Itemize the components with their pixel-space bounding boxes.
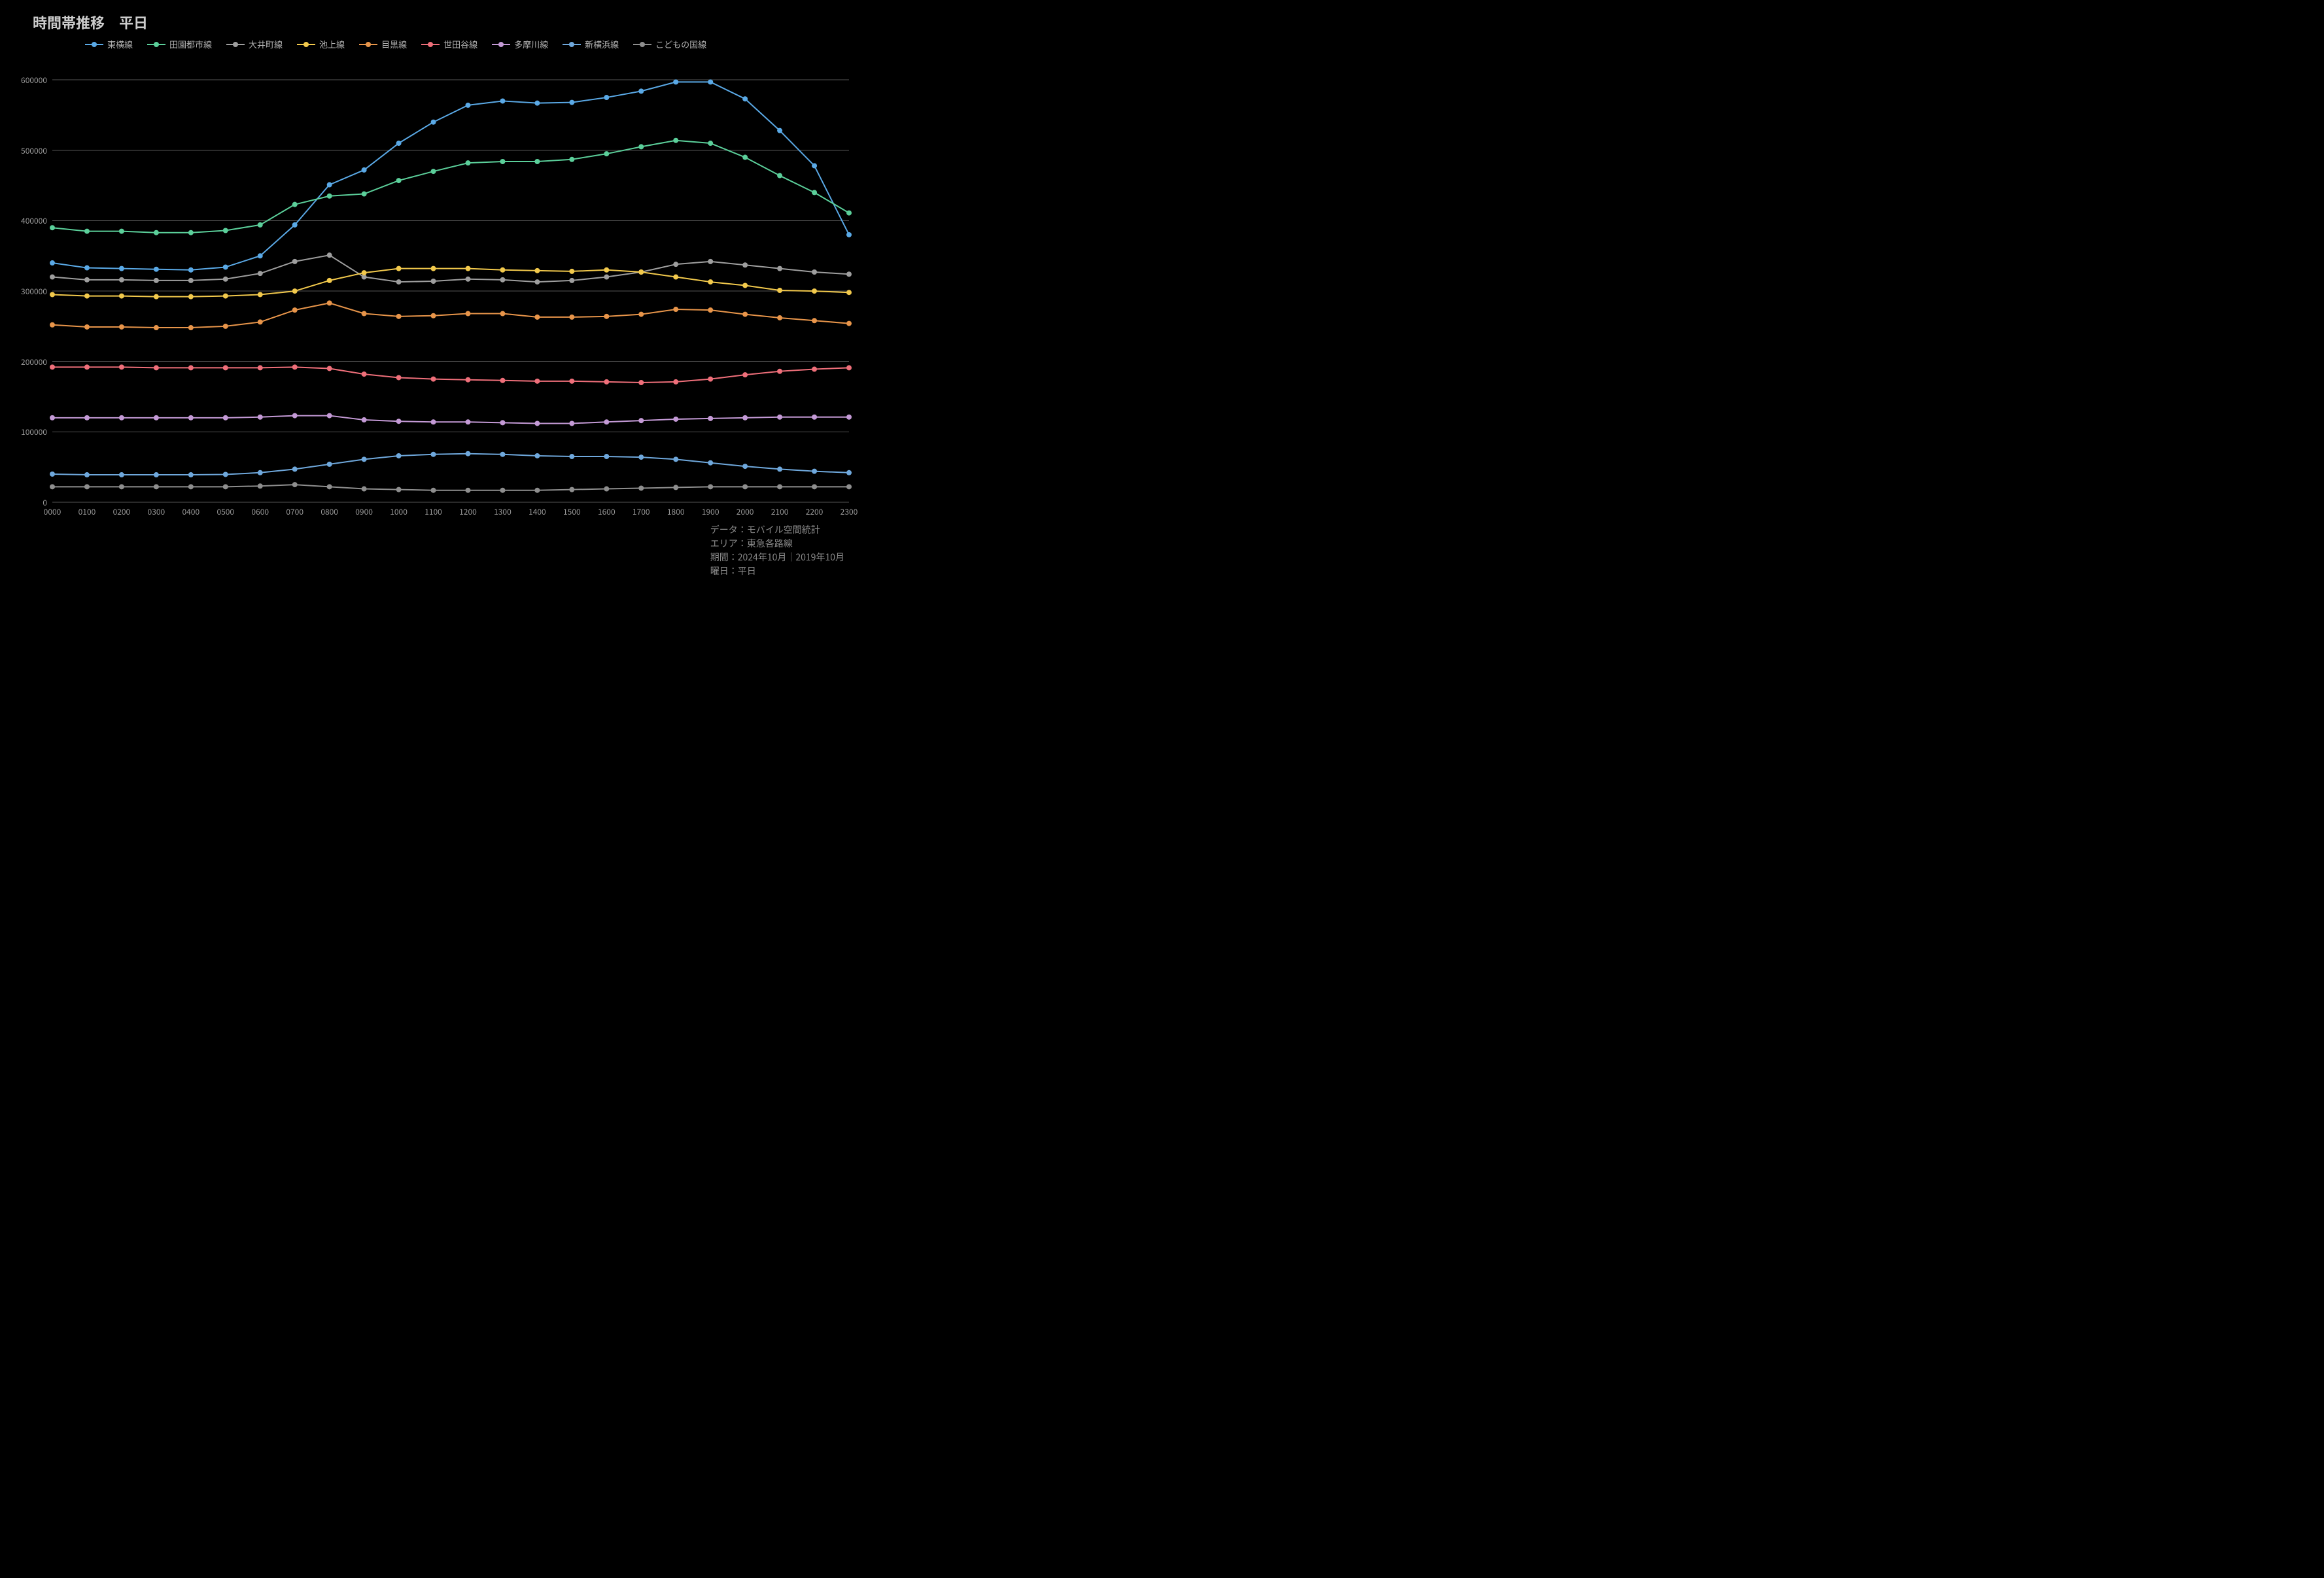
x-tick-label: 0700 [282, 506, 308, 517]
x-tick-label: 1500 [559, 506, 585, 517]
footer-line: データ：モバイル空間統計 [710, 523, 844, 537]
x-tick-label: 0100 [74, 506, 100, 517]
footer-line: エリア：東急各路線 [710, 537, 844, 551]
y-tick-label: 400000 [8, 215, 47, 226]
footer-line: 曜日：平日 [710, 564, 844, 578]
y-tick-label: 200000 [8, 356, 47, 368]
x-tick-label: 0300 [143, 506, 169, 517]
x-tick-label: 2000 [732, 506, 758, 517]
x-tick-label: 1000 [386, 506, 412, 517]
x-tick-label: 1800 [663, 506, 689, 517]
x-tick-label: 0900 [351, 506, 377, 517]
x-tick-label: 1600 [593, 506, 619, 517]
x-tick-label: 0000 [39, 506, 65, 517]
y-tick-label: 100000 [8, 426, 47, 437]
time-series-chart: 時間帯推移 平日 東横線田園都市線大井町線池上線目黒線世田谷線多摩川線新横浜線こ… [0, 0, 863, 586]
plot-area [0, 0, 862, 515]
x-tick-label: 0600 [247, 506, 273, 517]
x-tick-label: 1100 [421, 506, 447, 517]
x-tick-label: 2300 [836, 506, 862, 517]
x-tick-label: 0400 [178, 506, 204, 517]
x-tick-label: 2200 [801, 506, 827, 517]
footer-line: 期間：2024年10月｜2019年10月 [710, 551, 844, 564]
x-tick-label: 1700 [628, 506, 654, 517]
y-tick-label: 600000 [8, 75, 47, 86]
x-tick-label: 1300 [489, 506, 515, 517]
y-tick-label: 500000 [8, 145, 47, 156]
x-tick-label: 1900 [697, 506, 723, 517]
x-tick-label: 0200 [109, 506, 135, 517]
x-tick-label: 0800 [317, 506, 343, 517]
y-tick-label: 300000 [8, 286, 47, 297]
chart-footer: データ：モバイル空間統計エリア：東急各路線期間：2024年10月｜2019年10… [710, 523, 844, 578]
x-tick-label: 1200 [455, 506, 481, 517]
x-tick-label: 2100 [767, 506, 793, 517]
x-tick-label: 0500 [213, 506, 239, 517]
x-tick-label: 1400 [524, 506, 550, 517]
